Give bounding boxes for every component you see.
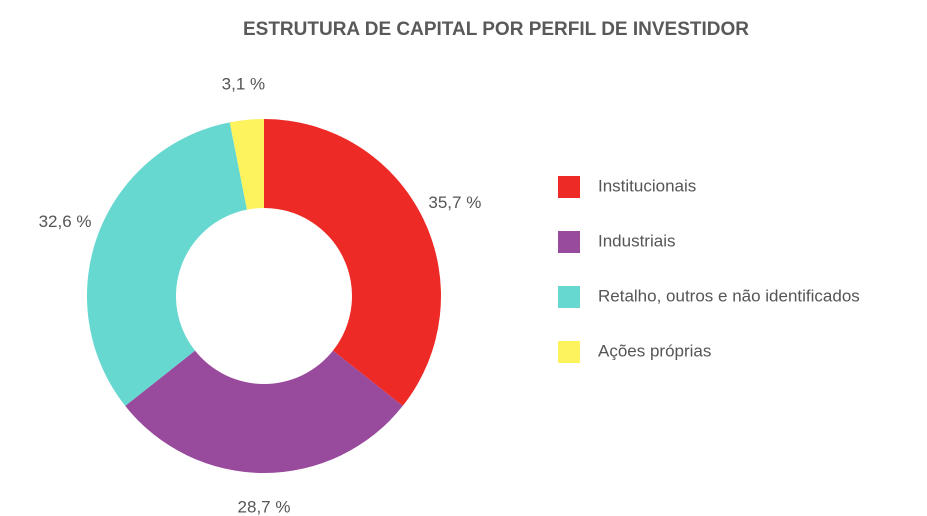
legend-swatch xyxy=(558,231,580,253)
legend-label: Retalho, outros e não identificados xyxy=(598,286,860,305)
legend-swatch xyxy=(558,286,580,308)
data-label: 32,6 % xyxy=(39,212,92,231)
chart-title: ESTRUTURA DE CAPITAL POR PERFIL DE INVES… xyxy=(243,19,749,40)
slice xyxy=(264,119,442,406)
legend-swatch xyxy=(558,341,580,363)
data-label: 28,7 % xyxy=(238,497,291,516)
legend-swatch xyxy=(558,176,580,198)
data-label: 35,7 % xyxy=(428,193,481,212)
legend-label: Ações próprias xyxy=(598,341,711,360)
slice xyxy=(125,350,403,473)
legend-label: Institucionais xyxy=(598,176,696,195)
legend-label: Industriais xyxy=(598,231,675,250)
data-label: 3,1 % xyxy=(222,74,265,93)
slice xyxy=(229,119,264,210)
slice xyxy=(87,122,247,406)
